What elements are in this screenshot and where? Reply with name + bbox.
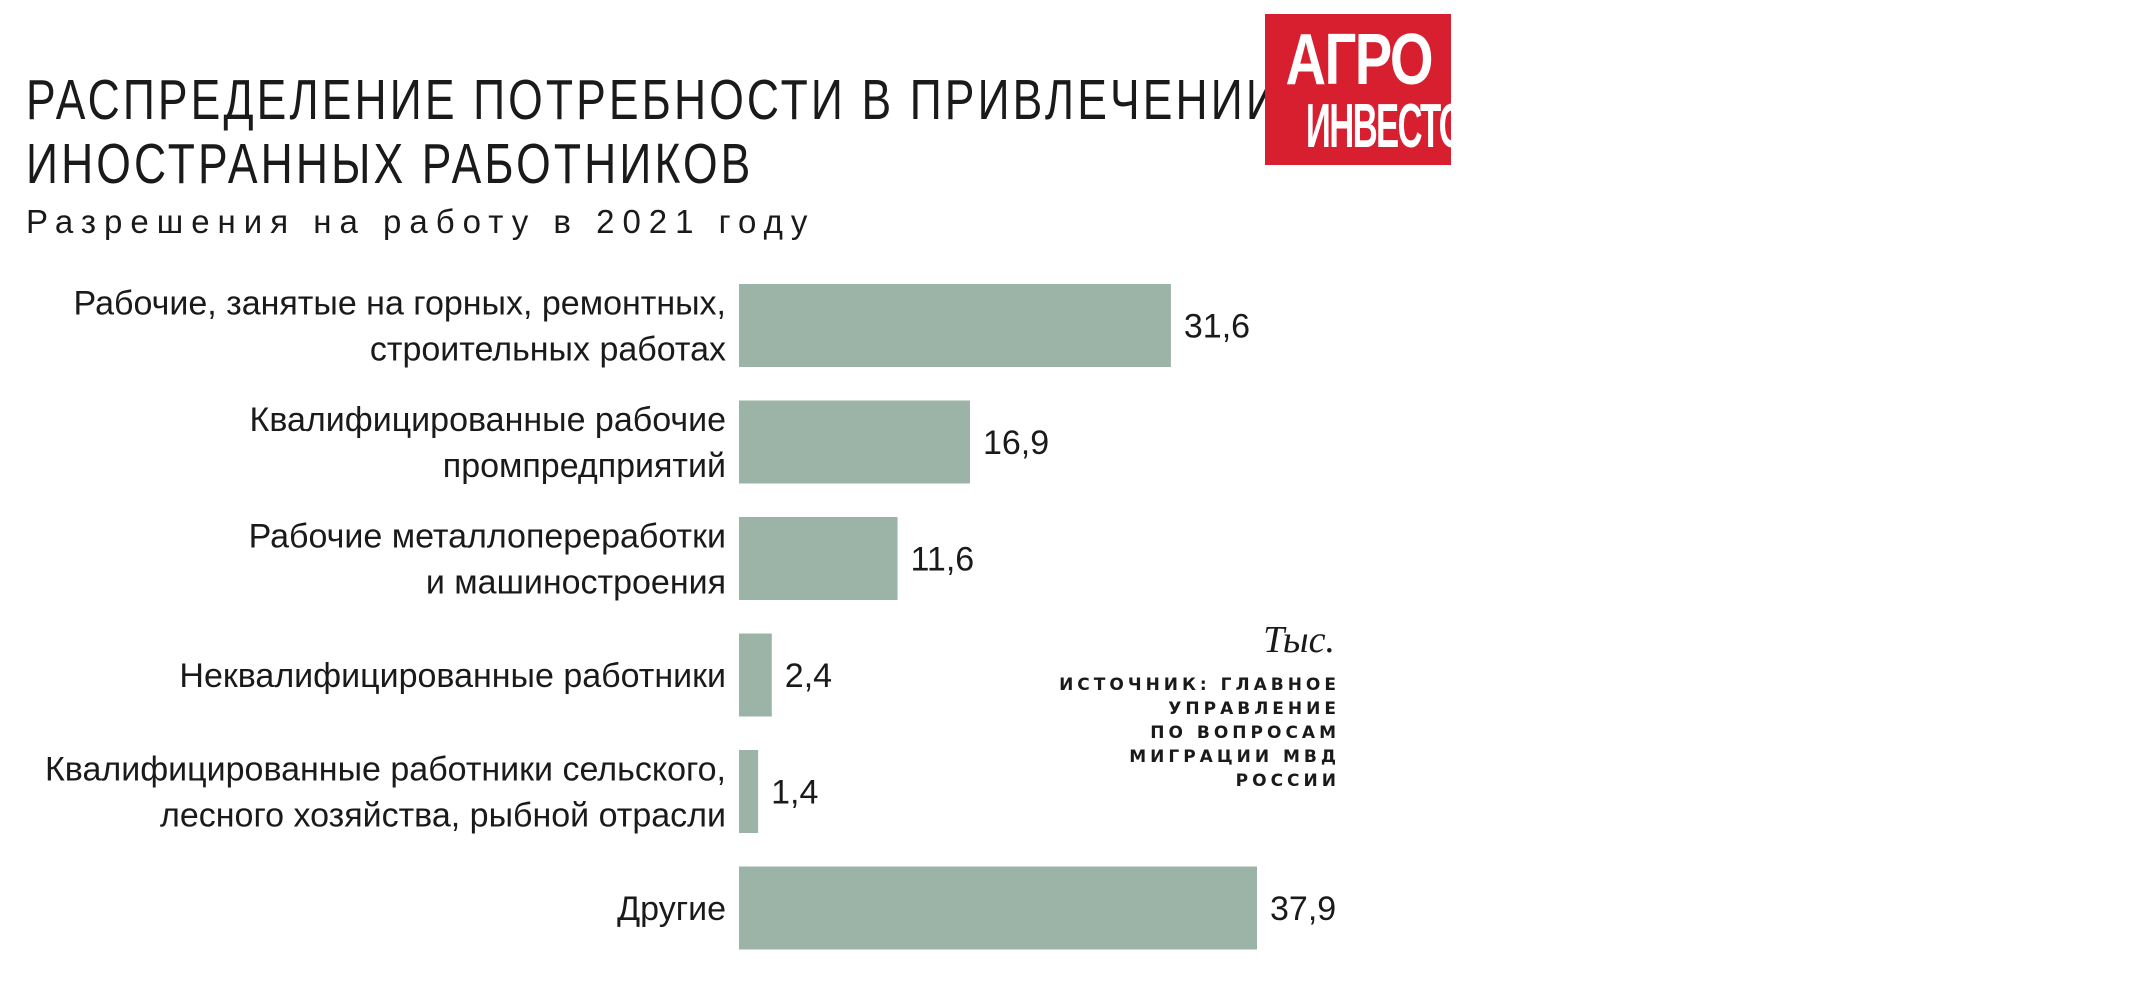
source-line-1: ИСТОЧНИК: ГЛАВНОЕ [1059, 675, 1340, 695]
category-label-6: Другие [617, 890, 726, 928]
value-label-5: 1,4 [771, 774, 818, 812]
source-line-5: РОССИИ [1235, 771, 1340, 791]
category-label-line: строительных работах [370, 331, 726, 369]
value-label-3: 11,6 [911, 541, 975, 579]
chart-title: РАСПРЕДЕЛЕНИЕ ПОТРЕБНОСТИ В ПРИВЛЕЧЕНИИ … [26, 68, 1281, 196]
source-line-3: ПО ВОПРОСАМ [1150, 723, 1340, 743]
value-label-1: 31,6 [1184, 308, 1250, 346]
category-label-line: Неквалифицированные работники [179, 657, 726, 695]
category-label-line: и машиностроения [426, 564, 726, 602]
category-label-3: Рабочие металлопереработки и машиностроен… [249, 518, 726, 602]
bar-1 [739, 284, 1171, 367]
source-note: ИСТОЧНИК: ГЛАВНОЕ УПРАВЛЕНИЕ ПО ВОПРОСАМ… [1000, 673, 1340, 793]
category-label-line: промпредприятий [443, 447, 726, 485]
bar-5 [739, 750, 759, 833]
category-label-line: Рабочие, занятые на горных, ремонтных, [74, 285, 726, 323]
category-label-4: Неквалифицированные работники [179, 657, 726, 695]
category-label-1: Рабочие, занятые на горных, ремонтных, ст… [74, 285, 726, 369]
chart-title-line-2: ИНОСТРАННЫХ РАБОТНИКОВ [26, 132, 754, 196]
unit-label: Тыс. [1263, 619, 1335, 661]
source-line-4: МИГРАЦИИ МВД [1129, 747, 1340, 767]
bar-3 [739, 517, 898, 600]
category-label-5: Квалифицированные работники сельского, ле… [45, 751, 726, 835]
source-line-2: УПРАВЛЕНИЕ [1168, 699, 1340, 719]
bar-6 [739, 866, 1257, 950]
category-label-line: лесного хозяйства, рыбной отрасли [160, 797, 726, 835]
logo-line-1: АГРО [1285, 20, 1433, 100]
category-label-line: Другие [617, 890, 726, 928]
category-label-line: Квалифицированные работники сельского, [45, 751, 726, 789]
category-label-line: Квалифицированные рабочие [250, 401, 726, 439]
category-label-line: Рабочие металлопереработки [249, 518, 726, 556]
agroinvestor-logo: АГРО ИНВЕСТОР [1265, 14, 1451, 165]
value-label-6: 37,9 [1270, 890, 1336, 928]
bar-4 [739, 633, 772, 717]
chart-title-line-1: РАСПРЕДЕЛЕНИЕ ПОТРЕБНОСТИ В ПРИВЛЕЧЕНИИ [26, 68, 1281, 132]
chart-subtitle: Разрешения на работу в 2021 году [26, 203, 816, 240]
value-label-2: 16,9 [983, 424, 1049, 462]
category-label-2: Квалифицированные рабочие промпредприятий [250, 401, 726, 485]
bar-2 [739, 400, 970, 484]
value-label-4: 2,4 [785, 657, 832, 695]
